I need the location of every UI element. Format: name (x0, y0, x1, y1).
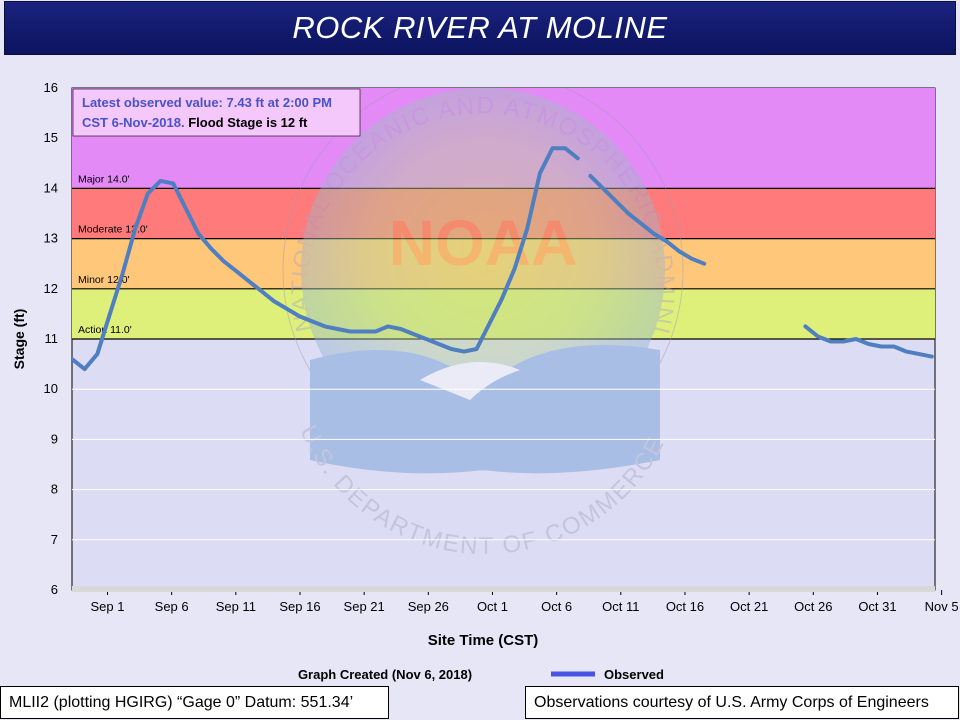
x-tick-label-1: Sep 6 (155, 599, 189, 614)
latest-observation-box (72, 88, 361, 137)
y-tick-label-9: 9 (51, 431, 58, 446)
y-tick-label-8: 8 (51, 482, 58, 497)
y-tick-label-15: 15 (44, 130, 58, 145)
y-tick-label-6: 6 (51, 582, 58, 597)
graph-created-text: Graph Created (Nov 6, 2018) (298, 667, 472, 682)
svg-text:Latest observed value: 7.43 ft: Latest observed value: 7.43 ft at 2:00 P… (82, 95, 336, 130)
x-tick-label-2: Sep 11 (216, 599, 256, 614)
threshold-label-minor: Minor 12.0' (78, 274, 130, 286)
chart-title: ROCK RIVER AT MOLINE (292, 10, 668, 45)
y-tick-label-11: 11 (45, 331, 59, 346)
x-axis-label: Site Time (CST) (428, 632, 539, 649)
x-axis-ticks: Sep 1 Sep 6 Sep 11 Sep 16 Sep 21 Sep 26 Oct 1 O… (91, 590, 959, 614)
y-axis-label: Stage (ft) (11, 309, 27, 370)
observed-line-segment-0 (72, 146, 580, 372)
legend-label-observed: Observed (604, 667, 664, 682)
y-axis-ticks: 6 7 8 9 10 11 12 13 14 15 16 (44, 80, 58, 597)
x-tick-label-3: Sep 16 (279, 599, 320, 614)
courtesy-text: Observations courtesy of U.S. Army Corps… (534, 693, 929, 711)
flood-stage-text: Flood Stage is 12 ft (188, 115, 308, 130)
y-tick-label-12: 12 (44, 281, 58, 296)
y-tick-label-10: 10 (44, 381, 58, 396)
x-axis-strip (72, 586, 935, 592)
datum-info-box: MLII2 (plotting HGIRG) “Gage 0” Datum: 5… (0, 686, 389, 719)
x-tick-label-0: Sep 1 (91, 599, 125, 614)
x-tick-label-8: Oct 11 (602, 599, 639, 614)
x-tick-label-11: Oct 26 (794, 599, 832, 614)
y-tick-label-16: 16 (44, 80, 58, 95)
x-tick-label-13: Nov 5 (925, 599, 959, 614)
datum-text: MLII2 (plotting HGIRG) “Gage 0” Datum: 5… (9, 693, 354, 711)
x-tick-label-12: Oct 31 (858, 599, 896, 614)
observed-line-segment-2 (803, 324, 934, 359)
y-tick-label-7: 7 (51, 532, 58, 547)
y-tick-label-14: 14 (44, 180, 58, 195)
latest-observation-line2: CST 6-Nov-2018. (82, 115, 188, 130)
x-tick-label-4: Sep 21 (344, 599, 385, 614)
latest-observation-line1: Latest observed value: 7.43 ft at 2:00 P… (82, 95, 332, 110)
watermark-logo-text: NOAA (389, 207, 577, 279)
x-tick-label-6: Oct 1 (477, 599, 508, 614)
x-tick-label-7: Oct 6 (541, 599, 572, 614)
observed-series (72, 146, 934, 372)
threshold-label-moderate: Moderate 13.0' (78, 224, 148, 236)
title-bar: ROCK RIVER AT MOLINE (4, 1, 956, 55)
gridlines (72, 388, 935, 541)
x-tick-label-10: Oct 21 (730, 599, 768, 614)
x-tick-label-9: Oct 16 (666, 599, 704, 614)
y-tick-label-13: 13 (44, 231, 58, 246)
threshold-label-major: Major 14.0' (78, 173, 130, 185)
observations-courtesy-box: Observations courtesy of U.S. Army Corps… (525, 686, 959, 719)
observed-line-segment-1 (588, 173, 707, 266)
x-tick-label-5: Sep 26 (408, 599, 449, 614)
